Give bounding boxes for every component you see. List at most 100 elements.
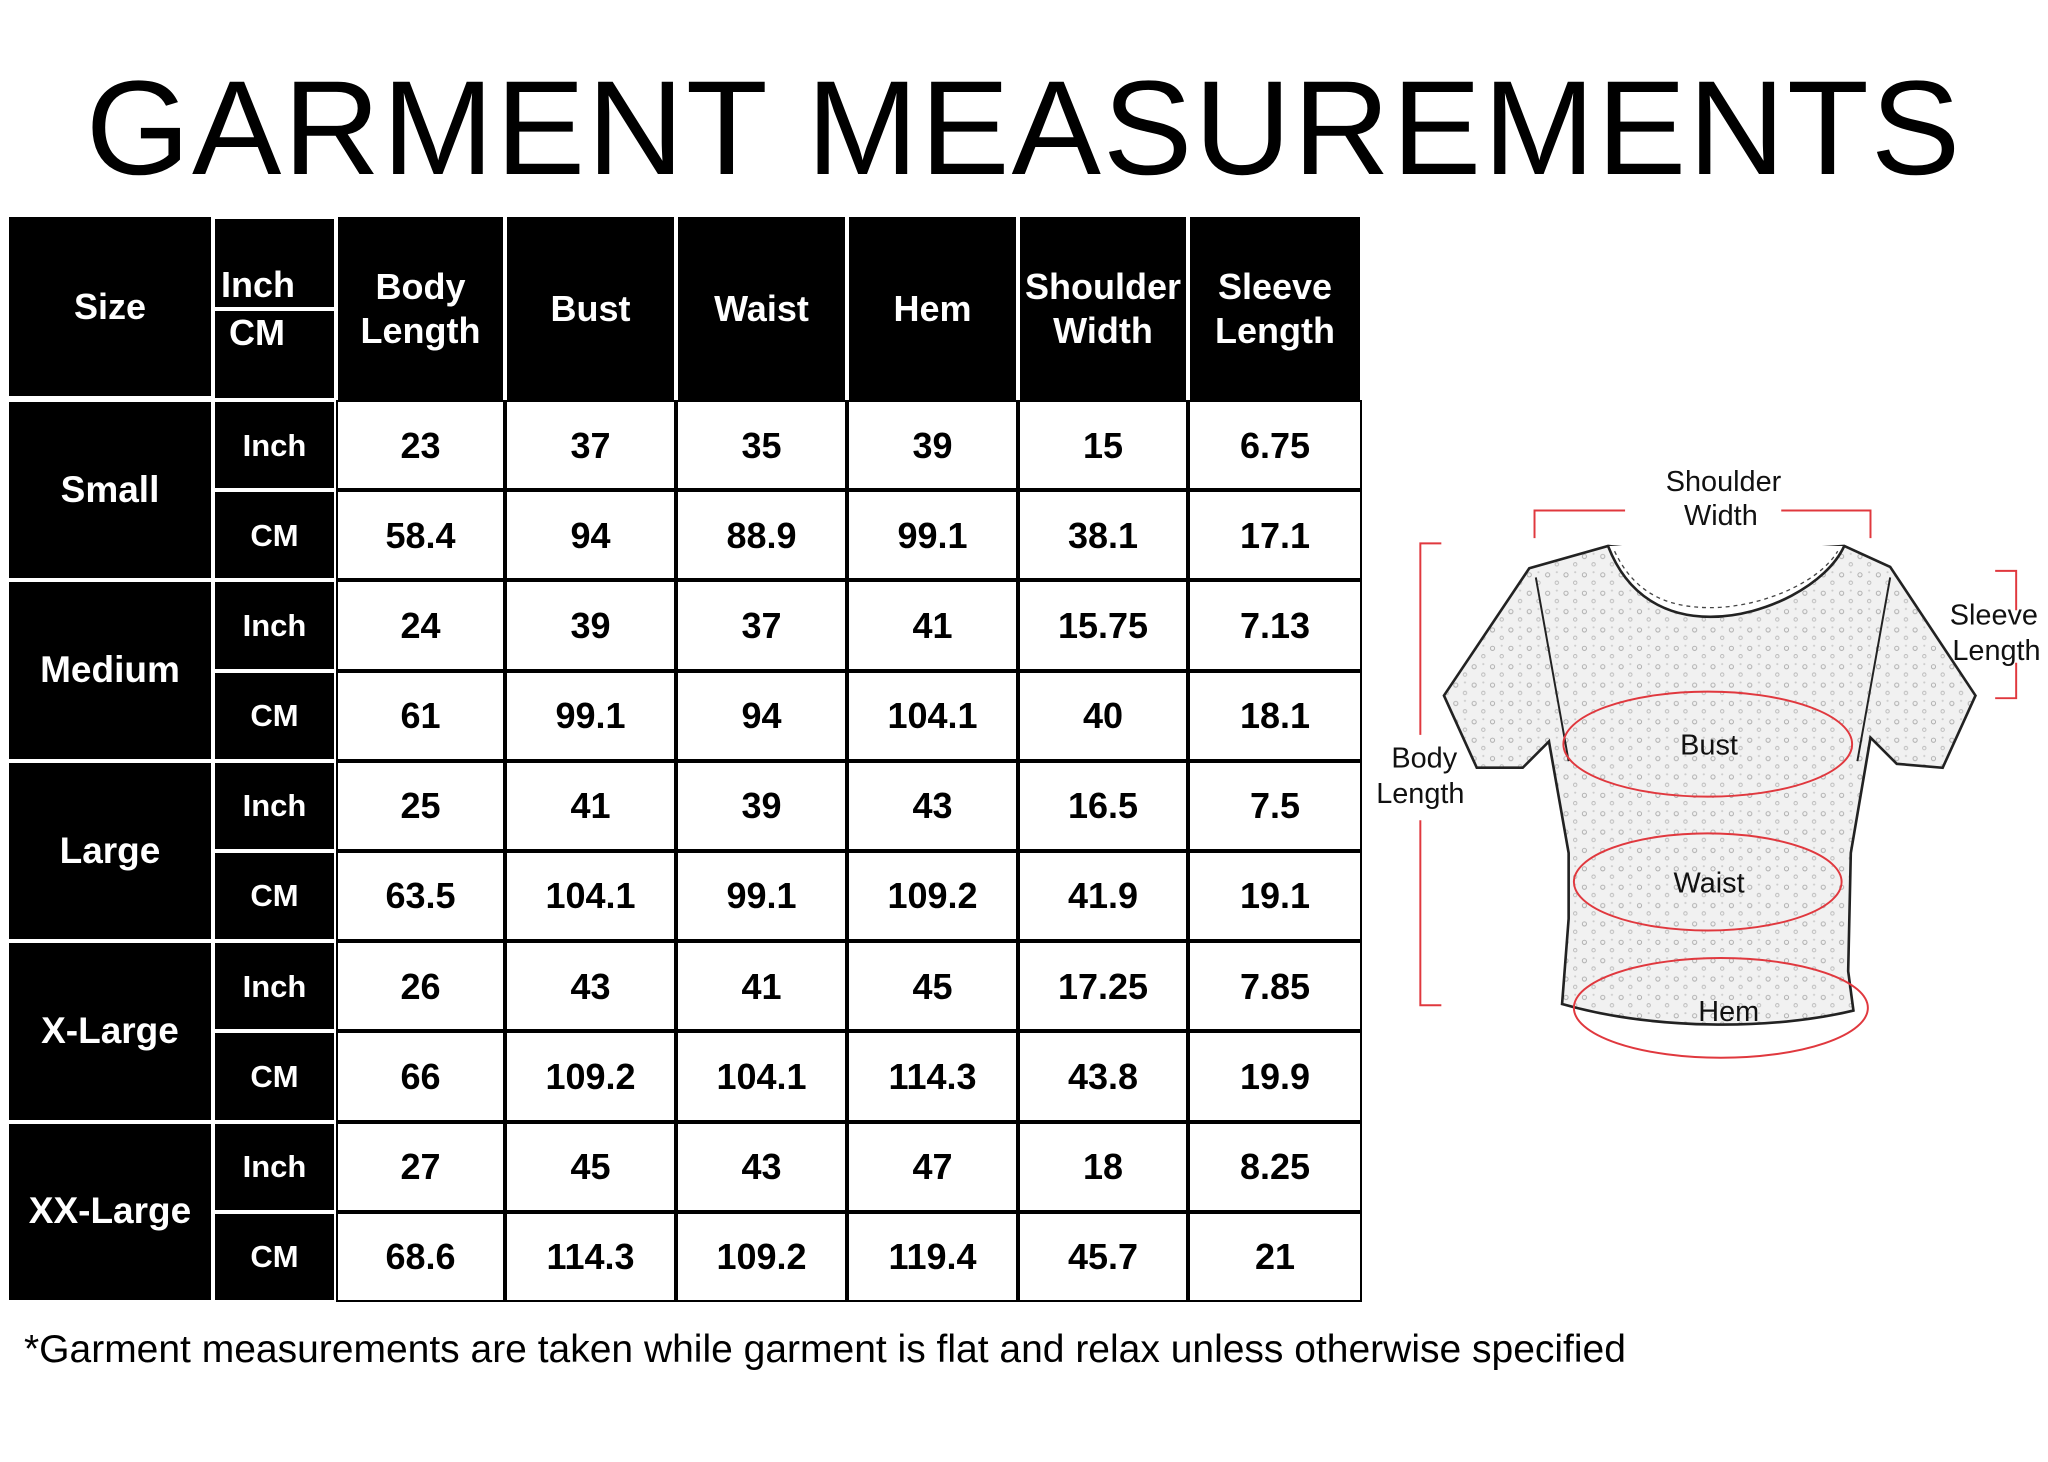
header-body-length: Body Length — [336, 217, 505, 400]
unit-label-inch: Inch — [213, 580, 336, 671]
table-cell-inch: 35 — [676, 400, 847, 491]
table-cell-inch: 7.5 — [1188, 760, 1362, 851]
table-cell-inch: 37 — [505, 400, 676, 491]
size-label: X-Large — [7, 941, 213, 1122]
measurement-guides — [1419, 509, 2018, 1059]
table-cell-cm: 58.4 — [336, 490, 505, 581]
header-unit-cm: CM — [229, 311, 285, 353]
table-cell-cm: 104.1 — [847, 670, 1018, 761]
table-cell-inch: 27 — [336, 1121, 505, 1212]
table-cell-cm: 119.4 — [847, 1211, 1018, 1302]
table-cell-inch: 41 — [505, 760, 676, 851]
table-cell-cm: 38.1 — [1018, 490, 1188, 581]
size-label: Small — [7, 400, 213, 581]
table-cell-cm: 21 — [1188, 1211, 1362, 1302]
table-cell-inch: 6.75 — [1188, 400, 1362, 491]
table-cell-inch: 7.13 — [1188, 580, 1362, 671]
unit-label-cm: CM — [213, 1031, 336, 1122]
header-bust: Bust — [505, 217, 676, 400]
label-sleeve-length: Length — [1952, 635, 2040, 667]
label-hem: Hem — [1698, 996, 1759, 1028]
table-cell-cm: 99.1 — [676, 850, 847, 942]
unit-label-cm: CM — [213, 1211, 336, 1302]
page-title: GARMENT MEASUREMENTS — [85, 54, 1963, 203]
header-shoulder-width: Shoulder Width — [1018, 217, 1188, 400]
table-cell-inch: 43 — [847, 760, 1018, 851]
label-sleeve: Sleeve — [1950, 600, 2038, 632]
table-cell-inch: 16.5 — [1018, 760, 1188, 851]
table-cell-inch: 45 — [505, 1121, 676, 1212]
table-cell-inch: 26 — [336, 941, 505, 1032]
table-cell-inch: 41 — [847, 580, 1018, 671]
size-label: Medium — [7, 580, 213, 761]
neckline-stitching — [1613, 550, 1839, 609]
table-cell-cm: 94 — [505, 490, 676, 581]
table-cell-cm: 43.8 — [1018, 1031, 1188, 1122]
table-cell-cm: 104.1 — [505, 850, 676, 942]
header-sleeve-length: Sleeve Length — [1188, 217, 1362, 400]
table-cell-inch: 47 — [847, 1121, 1018, 1212]
header-unit: Inch CM — [213, 217, 336, 400]
size-label: Large — [7, 760, 213, 942]
label-shoulder: Shoulder — [1666, 466, 1782, 498]
table-cell-inch: 39 — [505, 580, 676, 671]
table-cell-cm: 109.2 — [847, 850, 1018, 942]
table-cell-inch: 25 — [336, 760, 505, 851]
table-cell-inch: 39 — [847, 400, 1018, 491]
neckline — [1606, 545, 1846, 619]
unit-label-cm: CM — [213, 490, 336, 581]
shoulder-width-bracket — [1533, 509, 1872, 539]
unit-label-inch: Inch — [213, 400, 336, 491]
header-hem: Hem — [847, 217, 1018, 400]
body-length-bracket — [1419, 542, 1442, 1007]
label-width: Width — [1684, 500, 1758, 532]
table-cell-cm: 41.9 — [1018, 850, 1188, 942]
table-cell-cm: 17.1 — [1188, 490, 1362, 581]
unit-label-cm: CM — [213, 850, 336, 942]
table-cell-cm: 94 — [676, 670, 847, 761]
table-cell-cm: 104.1 — [676, 1031, 847, 1122]
table-cell-inch: 7.85 — [1188, 941, 1362, 1032]
table-cell-cm: 114.3 — [847, 1031, 1018, 1122]
table-cell-cm: 40 — [1018, 670, 1188, 761]
size-label: XX-Large — [7, 1121, 213, 1302]
table-cell-cm: 19.1 — [1188, 850, 1362, 942]
table-cell-inch: 24 — [336, 580, 505, 671]
unit-label-cm: CM — [213, 670, 336, 761]
side-seams — [1534, 577, 1892, 762]
unit-label-inch: Inch — [213, 941, 336, 1032]
table-cell-inch: 15.75 — [1018, 580, 1188, 671]
unit-label-inch: Inch — [213, 760, 336, 851]
table-cell-inch: 8.25 — [1188, 1121, 1362, 1212]
table-cell-cm: 45.7 — [1018, 1211, 1188, 1302]
table-cell-inch: 15 — [1018, 400, 1188, 491]
table-cell-cm: 61 — [336, 670, 505, 761]
label-waist: Waist — [1674, 867, 1745, 899]
table-cell-inch: 41 — [676, 941, 847, 1032]
header-unit-inch: Inch — [215, 263, 334, 311]
hem-ellipse — [1572, 957, 1869, 1059]
unit-label-inch: Inch — [213, 1121, 336, 1212]
table-cell-inch: 37 — [676, 580, 847, 671]
table-cell-inch: 39 — [676, 760, 847, 851]
table-cell-cm: 109.2 — [676, 1211, 847, 1302]
table-cell-cm: 99.1 — [505, 670, 676, 761]
table-cell-cm: 88.9 — [676, 490, 847, 581]
label-body: Body — [1391, 743, 1457, 775]
table-cell-inch: 17.25 — [1018, 941, 1188, 1032]
header-waist: Waist — [676, 217, 847, 400]
waist-ellipse — [1572, 832, 1843, 932]
header-size: Size — [7, 217, 213, 400]
size-chart-table: Size Inch CM Body Length Bust Waist Hem Shou… — [7, 217, 1362, 1302]
tshirt-outline — [1442, 544, 1977, 1026]
table-cell-cm: 18.1 — [1188, 670, 1362, 761]
table-cell-inch: 18 — [1018, 1121, 1188, 1212]
table-cell-cm: 63.5 — [336, 850, 505, 942]
footnote: *Garment measurements are taken while ga… — [24, 1328, 1626, 1371]
table-cell-cm: 19.9 — [1188, 1031, 1362, 1122]
sleeve-length-bracket — [1995, 569, 2018, 700]
table-cell-inch: 43 — [505, 941, 676, 1032]
label-bust: Bust — [1680, 730, 1738, 762]
table-cell-inch: 43 — [676, 1121, 847, 1212]
table-cell-cm: 66 — [336, 1031, 505, 1122]
